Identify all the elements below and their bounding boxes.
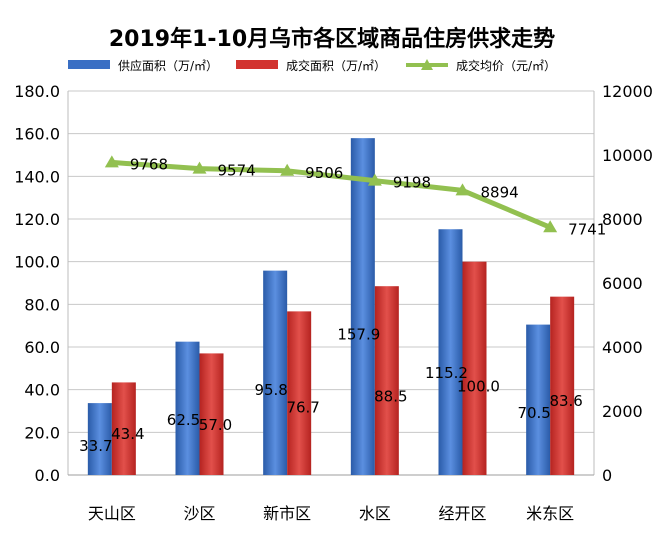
x-category-label: 米东区 xyxy=(526,504,574,523)
y-left-tick-label: 160.0 xyxy=(14,125,60,144)
price-value-label: 8894 xyxy=(481,183,519,201)
deal-bar xyxy=(287,311,312,475)
supply-bar xyxy=(350,138,375,475)
deal-bar xyxy=(111,382,136,475)
legend-label: 成交均价（元/㎡） xyxy=(456,58,556,73)
price-value-label: 9574 xyxy=(218,162,256,180)
bars xyxy=(87,138,575,475)
deal-bar-value-label: 83.6 xyxy=(549,392,582,410)
supply-bar-value-label: 95.8 xyxy=(254,381,287,399)
supply-bar-value-label: 70.5 xyxy=(517,404,550,422)
price-value-label: 9768 xyxy=(130,155,168,173)
supply-bar-value-label: 62.5 xyxy=(167,411,200,429)
price-value-label: 9198 xyxy=(393,174,431,192)
price-point-marker xyxy=(104,155,119,168)
legend-label: 成交面积（万/㎡） xyxy=(286,58,386,73)
deal-bar xyxy=(462,261,487,475)
axes: 0.0 20.0 40.0 60.0 80.0 100.0 120.0 140.0 160.0 1… xyxy=(14,82,653,523)
chart-title: 2019年1-10月乌市各区域商品住房供求走势 xyxy=(109,26,555,52)
legend: 供应面积（万/㎡） 成交面积（万/㎡） 成交均价（元/㎡） xyxy=(68,58,556,73)
y-right-tick-label: 2000 xyxy=(602,402,643,421)
deal-bar-value-label: 88.5 xyxy=(374,388,407,406)
supply-bar-value-label: 115.2 xyxy=(425,364,468,382)
price-line xyxy=(104,155,558,233)
y-right-tick-label: 8000 xyxy=(602,210,643,229)
legend-label: 供应面积（万/㎡） xyxy=(118,58,218,73)
y-left-tick-label: 100.0 xyxy=(14,253,60,272)
deal-bar xyxy=(550,296,575,475)
y-right-tick-label: 6000 xyxy=(602,274,643,293)
deal-bar xyxy=(199,353,224,475)
deal-bar xyxy=(374,286,399,475)
data-labels: 33.7 62.5 95.8 157.9 115.2 70.5 43.4 57.0 76.7 88… xyxy=(79,155,606,455)
price-point-marker xyxy=(455,183,470,196)
x-category-label: 沙区 xyxy=(183,504,215,523)
price-value-label: 7741 xyxy=(568,220,606,238)
price-point-marker xyxy=(543,220,558,233)
price-series-line xyxy=(111,159,552,230)
price-point-marker xyxy=(280,163,295,176)
y-left-tick-label: 120.0 xyxy=(14,210,60,229)
x-category-label: 新市区 xyxy=(263,504,311,523)
y-left-tick-label: 60.0 xyxy=(24,338,60,357)
y-left-tick-label: 140.0 xyxy=(14,167,60,186)
y-right-tick-label: 4000 xyxy=(602,338,643,357)
supply-bar xyxy=(175,341,200,475)
deal-bar-value-label: 100.0 xyxy=(457,377,500,395)
y-left-tick-label: 80.0 xyxy=(24,295,60,314)
legend-swatch xyxy=(68,60,110,69)
y-right-tick-label: 12000 xyxy=(602,82,653,101)
y-left-tick-label: 20.0 xyxy=(24,423,60,442)
deal-bar-value-label: 57.0 xyxy=(199,416,232,434)
deal-bar-value-label: 43.4 xyxy=(111,425,144,443)
deal-bar-value-label: 76.7 xyxy=(286,398,319,416)
y-left-tick-label: 40.0 xyxy=(24,381,60,400)
y-left-tick-label: 180.0 xyxy=(14,82,60,101)
supply-bar-value-label: 157.9 xyxy=(337,326,380,344)
price-point-marker xyxy=(192,161,207,174)
legend-marker xyxy=(421,59,433,70)
legend-swatch xyxy=(236,60,278,69)
gridlines xyxy=(68,90,594,476)
supply-bar xyxy=(526,324,551,475)
x-category-label: 经开区 xyxy=(438,504,486,523)
x-category-label: 天山区 xyxy=(88,504,136,523)
y-left-tick-label: 0.0 xyxy=(35,466,60,485)
x-category-label: 水区 xyxy=(359,504,391,523)
y-right-tick-label: 0 xyxy=(602,466,612,485)
price-value-label: 9506 xyxy=(305,164,343,182)
supply-bar-value-label: 33.7 xyxy=(79,437,112,455)
supply-bar xyxy=(438,229,463,475)
supply-bar xyxy=(87,403,112,475)
price-point-marker xyxy=(367,173,382,186)
y-right-tick-label: 10000 xyxy=(602,146,653,165)
supply-bar xyxy=(263,270,288,475)
